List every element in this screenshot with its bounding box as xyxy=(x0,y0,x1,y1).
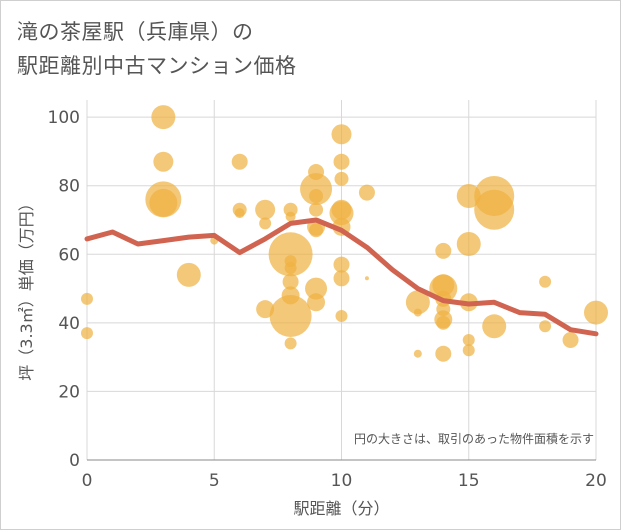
data-bubble xyxy=(562,332,579,348)
data-bubble xyxy=(358,184,375,201)
data-bubble xyxy=(482,314,507,339)
data-bubble xyxy=(284,262,297,274)
data-bubble xyxy=(231,153,248,170)
data-bubble xyxy=(309,202,324,217)
data-bubble xyxy=(284,337,297,350)
x-tick-label: 0 xyxy=(82,471,93,491)
data-bubble xyxy=(81,327,93,340)
y-axis-ticks: 0 20 40 60 80 100 xyxy=(48,108,80,471)
x-axis-ticks: 0 5 10 15 20 xyxy=(82,471,607,491)
data-bubble xyxy=(413,349,422,358)
data-bubble xyxy=(462,344,475,357)
data-bubble xyxy=(331,124,352,145)
data-bubble xyxy=(282,273,299,290)
data-bubble xyxy=(584,300,608,325)
data-bubble xyxy=(539,275,552,288)
data-bubble xyxy=(539,320,552,333)
bubble-layer xyxy=(81,105,608,362)
data-bubble xyxy=(259,217,272,230)
data-bubble xyxy=(329,201,354,226)
data-bubble xyxy=(256,300,275,319)
data-bubble xyxy=(435,242,452,259)
data-bubble xyxy=(333,153,350,170)
data-bubble xyxy=(81,292,93,305)
data-bubble xyxy=(285,211,296,222)
data-bubble xyxy=(334,171,349,186)
data-bubble xyxy=(309,223,324,238)
y-tick-label: 0 xyxy=(69,451,80,471)
average-price-line xyxy=(84,217,599,337)
data-bubble xyxy=(364,276,369,281)
data-bubble xyxy=(436,315,451,330)
data-bubble xyxy=(456,184,481,208)
bubble-size-note: 円の大きさは、取引のあった物件面積を示す xyxy=(354,431,594,446)
data-bubble xyxy=(149,188,178,217)
chart-title-line2: 駅距離別中古マンション価格 xyxy=(17,54,297,78)
data-bubble xyxy=(335,310,348,322)
x-tick-label: 10 xyxy=(331,471,353,491)
data-bubble xyxy=(307,293,326,312)
data-bubble xyxy=(405,290,430,315)
data-bubble xyxy=(462,334,475,346)
x-tick-label: 20 xyxy=(585,471,607,491)
y-tick-label: 40 xyxy=(58,314,80,334)
data-bubble xyxy=(269,295,312,337)
data-bubble xyxy=(474,189,515,230)
y-tick-label: 20 xyxy=(58,382,80,402)
chart-title: 滝の茶屋駅（兵庫県）の 駅距離別中古マンション価格 xyxy=(17,15,577,83)
data-bubble xyxy=(176,262,201,287)
chart-title-line1: 滝の茶屋駅（兵庫県）の xyxy=(17,20,254,44)
x-axis-label: 駅距離（分） xyxy=(293,499,389,518)
data-bubble xyxy=(255,199,276,220)
data-bubble xyxy=(151,105,176,130)
data-bubble xyxy=(309,189,324,203)
x-tick-label: 5 xyxy=(209,471,220,491)
y-tick-label: 100 xyxy=(48,108,80,128)
data-bubble xyxy=(305,277,328,300)
data-bubble xyxy=(435,345,452,362)
data-bubble xyxy=(456,232,481,256)
data-bubble xyxy=(268,232,313,277)
y-axis-label: 坪（3.3㎡）単価（万円） xyxy=(17,195,36,380)
x-tick-label: 15 xyxy=(458,471,480,491)
y-tick-label: 80 xyxy=(58,177,80,197)
data-bubble xyxy=(153,151,174,172)
y-tick-label: 60 xyxy=(58,245,80,265)
data-bubble xyxy=(234,208,245,219)
data-bubble xyxy=(333,256,350,273)
data-bubble xyxy=(413,308,422,317)
data-bubble xyxy=(333,270,350,287)
